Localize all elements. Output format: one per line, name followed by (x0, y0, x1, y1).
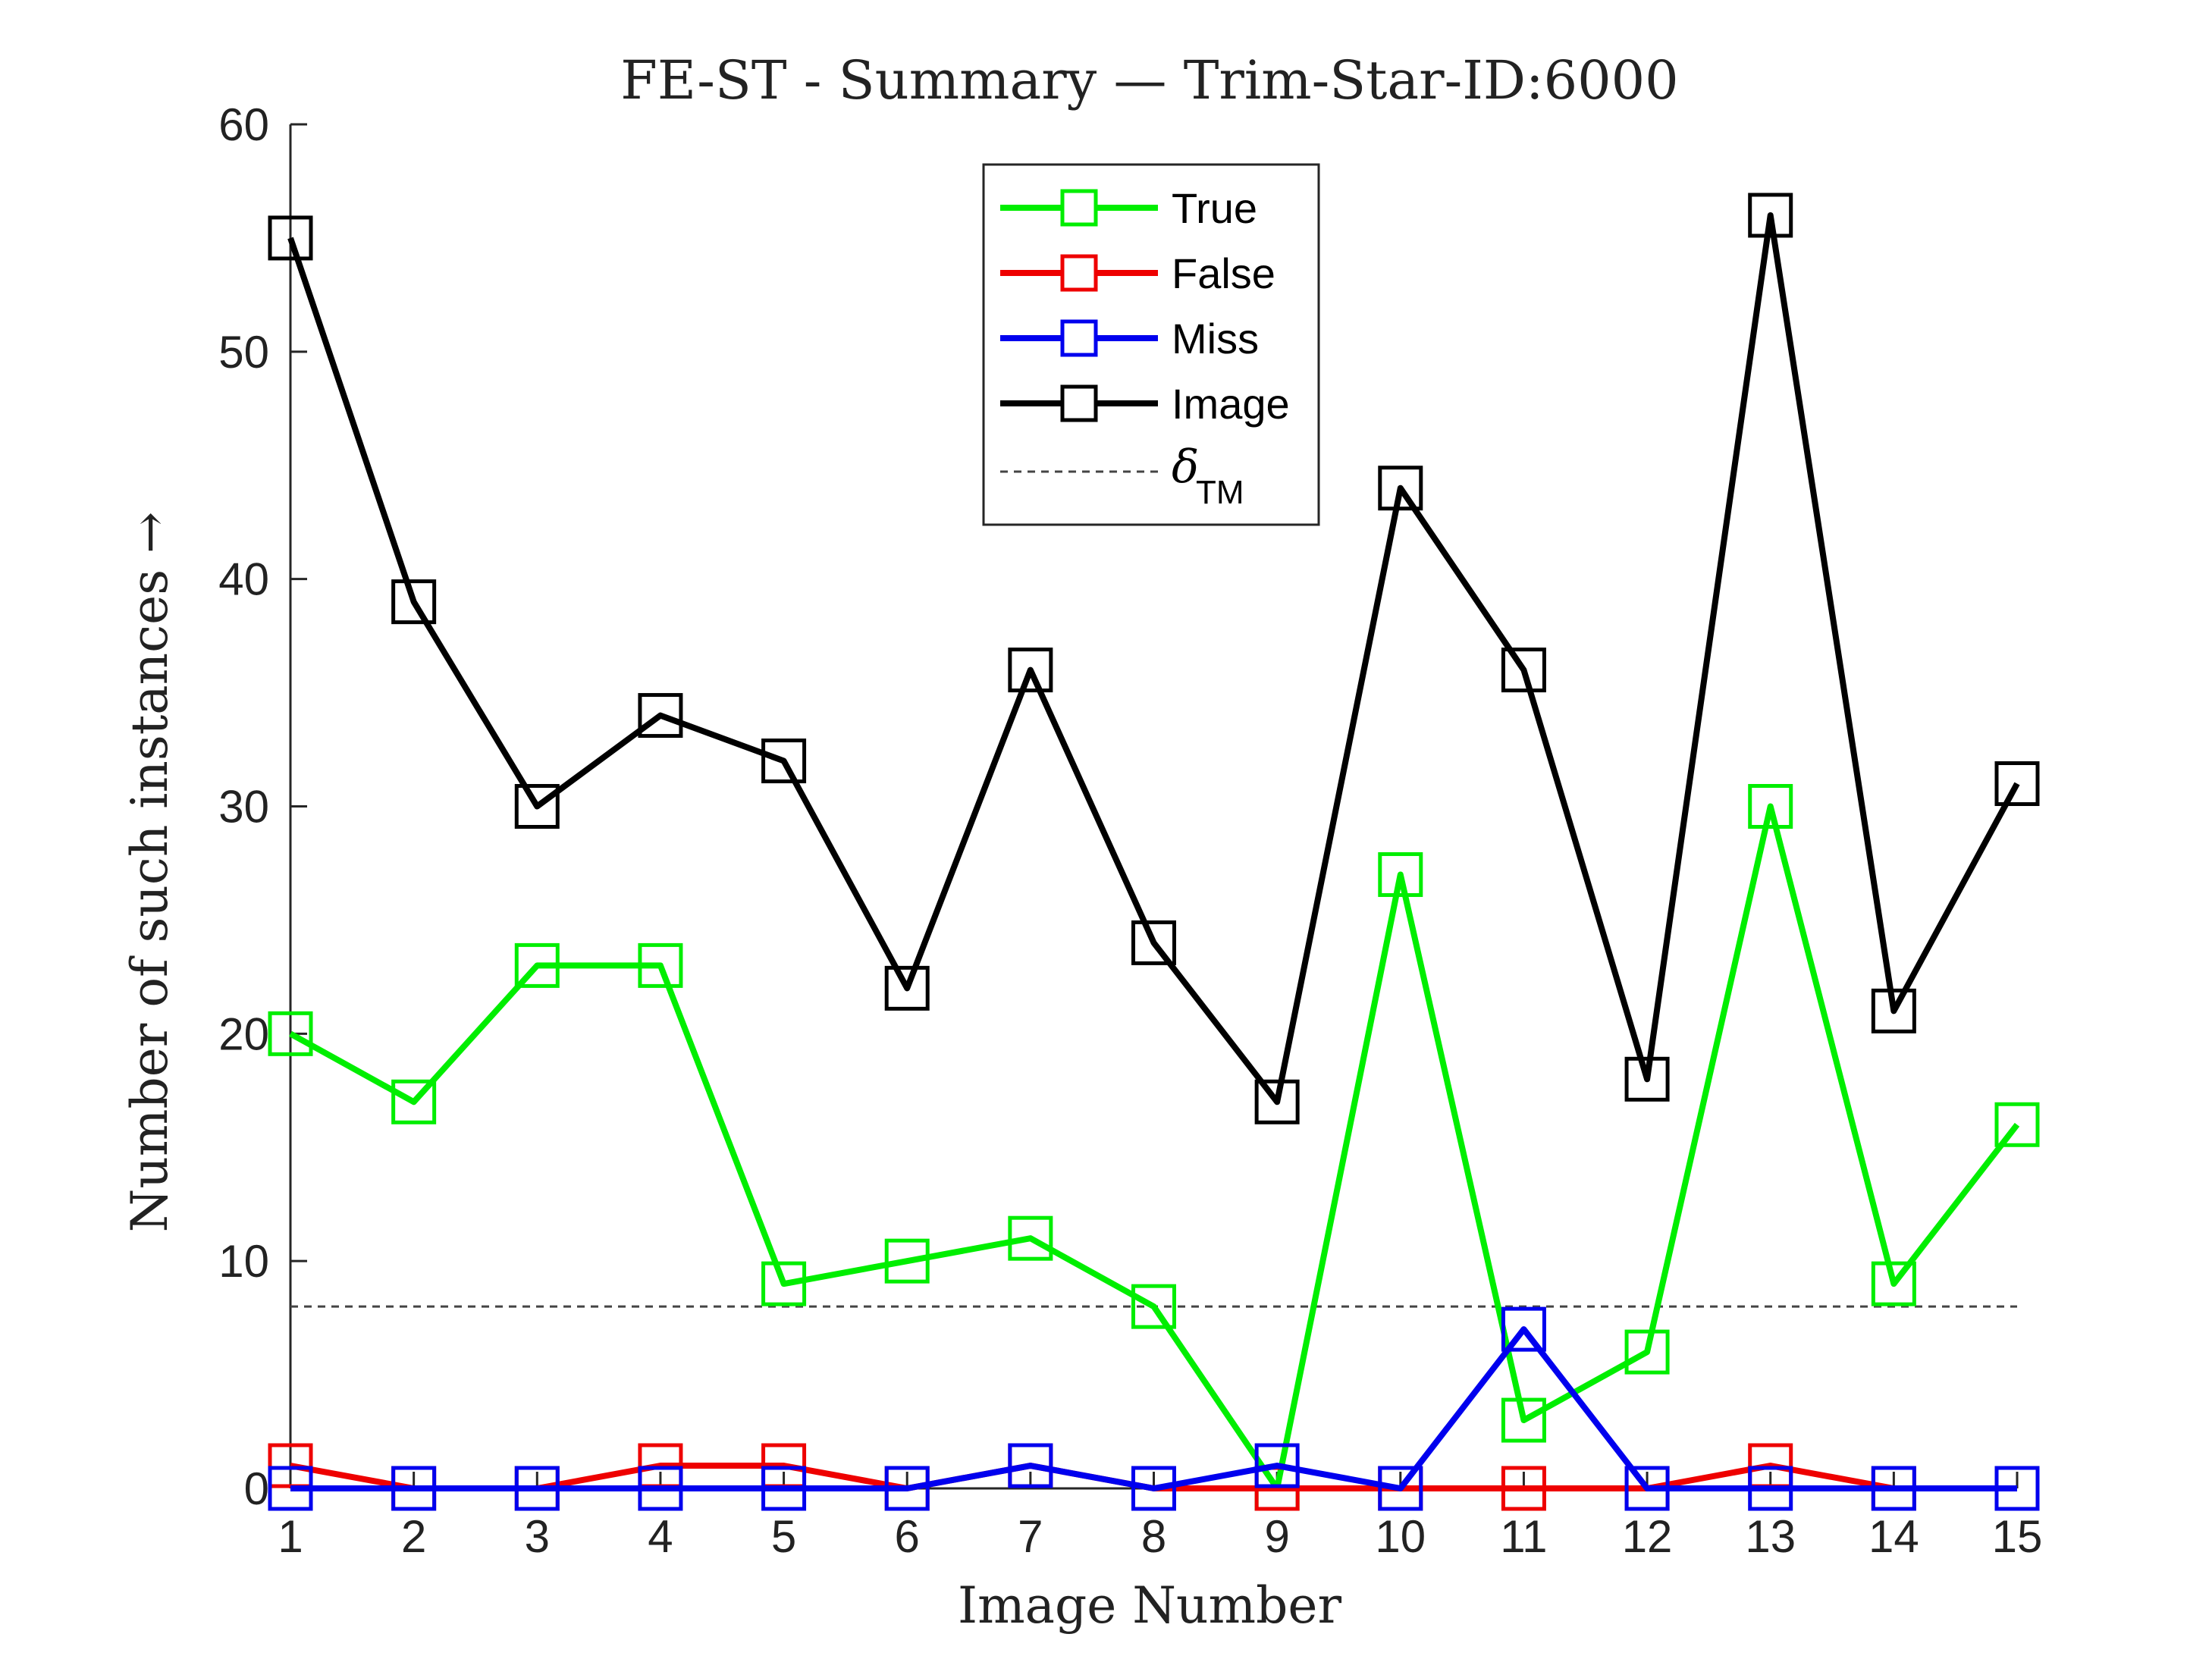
y-axis-label: Number of such instances → (121, 512, 179, 1233)
data-point-miss (1501, 1306, 1546, 1352)
y-tick-label: 40 (218, 554, 269, 605)
data-point-image (1008, 648, 1053, 693)
data-point-image (1254, 1079, 1300, 1124)
x-tick-label: 12 (1622, 1511, 1673, 1562)
data-point-miss (1131, 1466, 1176, 1511)
x-tick-label: 14 (1868, 1511, 1919, 1562)
x-tick-label: 4 (648, 1511, 673, 1562)
legend-swatch-marker (1060, 319, 1098, 357)
data-point-image (1748, 193, 1793, 238)
data-point-true (268, 1011, 313, 1056)
data-point-true (1378, 851, 1423, 897)
y-tick-label: 30 (218, 782, 269, 833)
data-point-image (1131, 920, 1176, 965)
series-layer (268, 193, 2040, 1511)
data-point-image (638, 693, 683, 739)
data-point-miss (1008, 1443, 1053, 1488)
legend-swatch-marker (1060, 189, 1098, 227)
legend-label: False (1172, 249, 1275, 297)
x-tick-label: 1 (278, 1511, 303, 1562)
legend-item-threshold: δTM (1000, 441, 1244, 511)
data-point-true (638, 942, 683, 988)
x-tick-label: 8 (1141, 1511, 1166, 1562)
data-point-miss (1624, 1466, 1670, 1511)
legend-box (982, 163, 1320, 526)
y-tick-label: 50 (218, 327, 269, 378)
data-point-miss (1378, 1466, 1423, 1511)
data-point-image (1871, 988, 1916, 1033)
data-point-true (1501, 1397, 1546, 1443)
legend-swatch-marker (1060, 384, 1098, 422)
data-point-true (1131, 1284, 1176, 1329)
data-point-miss (1254, 1443, 1300, 1488)
data-point-image (1994, 761, 2040, 807)
legend-item-image: Image (1000, 380, 1290, 428)
data-point-image (1624, 1056, 1670, 1102)
data-point-true (1748, 784, 1793, 829)
data-point-miss (391, 1466, 437, 1511)
y-tick-label: 10 (218, 1236, 269, 1287)
x-tick-label: 6 (895, 1511, 920, 1562)
x-tick-label: 10 (1375, 1511, 1426, 1562)
data-point-image (268, 215, 313, 261)
x-tick-label: 3 (525, 1511, 550, 1562)
legend-label: Miss (1172, 315, 1259, 362)
x-tick-label: 9 (1264, 1511, 1289, 1562)
y-tick-label: 0 (244, 1463, 269, 1514)
data-point-false (1501, 1466, 1546, 1511)
data-point-miss (1994, 1466, 2040, 1511)
series-miss (268, 1306, 2040, 1511)
x-tick-label: 11 (1500, 1511, 1547, 1562)
data-point-miss (761, 1466, 807, 1511)
series-line-miss (290, 1326, 2017, 1491)
series-line-true (289, 803, 2020, 1491)
data-point-miss (268, 1466, 313, 1511)
legend-item-miss: Miss (1000, 315, 1259, 362)
legend-label: Image (1172, 380, 1290, 428)
legend-label: δ (1172, 441, 1199, 494)
data-point-miss (638, 1466, 683, 1511)
series-image (268, 193, 2040, 1124)
data-point-true (884, 1238, 930, 1284)
data-point-true (761, 1261, 807, 1306)
series-line-image (287, 212, 2020, 1105)
data-point-miss (1748, 1466, 1793, 1511)
data-point-image (1378, 466, 1423, 511)
data-point-true (514, 942, 560, 988)
x-tick-label: 5 (771, 1511, 796, 1562)
legend-item-true: True (1000, 184, 1257, 232)
data-point-miss (1871, 1466, 1916, 1511)
data-point-true (1871, 1261, 1916, 1306)
data-point-image (761, 739, 807, 784)
series-true (268, 784, 2040, 1511)
x-tick-label: 13 (1745, 1511, 1796, 1562)
x-tick-label: 7 (1018, 1511, 1043, 1562)
data-point-true (1994, 1102, 2040, 1147)
data-point-image (391, 579, 437, 625)
legend-label: True (1172, 184, 1257, 232)
data-point-image (514, 784, 560, 829)
data-point-miss (884, 1466, 930, 1511)
legend-swatch-marker (1060, 254, 1098, 292)
legend: True False Miss Image δTM (982, 163, 1320, 526)
x-axis-label: Image Number (958, 1576, 1341, 1635)
data-point-true (391, 1079, 437, 1124)
data-point-true (1008, 1215, 1053, 1261)
data-point-image (1501, 648, 1546, 693)
data-point-miss (514, 1466, 560, 1511)
legend-label-subscript: TM (1196, 474, 1244, 511)
x-tick-label: 15 (1992, 1511, 2043, 1562)
chart-title: FE-ST - Summary — Trim-Star-ID:6000 (620, 49, 1678, 111)
legend-item-false: False (1000, 249, 1275, 297)
y-tick-label: 60 (218, 99, 269, 150)
data-point-true (1624, 1329, 1670, 1375)
x-tick-label: 2 (401, 1511, 426, 1562)
y-tick-label: 20 (218, 1008, 269, 1059)
data-point-image (884, 965, 930, 1011)
